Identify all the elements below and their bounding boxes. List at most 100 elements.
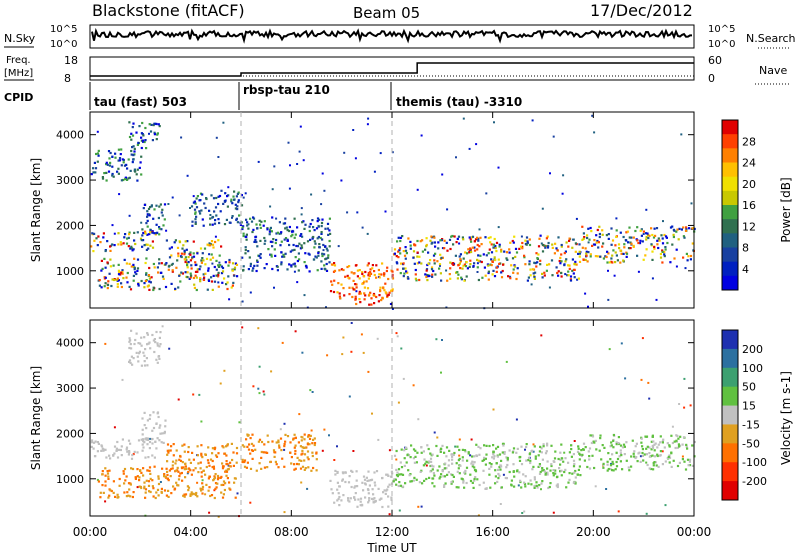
heatmap-cell — [217, 264, 220, 267]
heatmap-cell — [157, 355, 161, 358]
heatmap-cell — [577, 468, 580, 471]
heatmap-cell — [246, 461, 249, 464]
heatmap-cell — [160, 487, 163, 490]
heatmap-cell — [242, 196, 245, 199]
nsky-panel-frame — [89, 24, 695, 49]
heatmap-cell — [284, 237, 288, 240]
heatmap-cell — [481, 276, 484, 279]
heatmap-cell — [550, 463, 553, 466]
heatmap-cell — [591, 435, 595, 438]
heatmap-cell — [143, 360, 146, 363]
heatmap-cell — [366, 123, 369, 126]
time-tick-label: 16:00 — [475, 525, 510, 539]
heatmap-cell — [135, 131, 138, 134]
heatmap-cell — [413, 262, 416, 265]
heatmap-cell — [362, 351, 365, 354]
heatmap-cell — [147, 456, 150, 459]
heatmap-cell — [372, 498, 375, 501]
heatmap-cell — [166, 453, 169, 456]
heatmap-cell — [539, 263, 542, 266]
heatmap-cell — [194, 222, 197, 225]
heatmap-cell — [200, 209, 203, 212]
heatmap-cell — [673, 257, 676, 260]
heatmap-cell — [559, 262, 562, 265]
heatmap-cell — [458, 454, 461, 457]
heatmap-cell — [431, 275, 434, 278]
colorbar-tick-label: -200 — [742, 475, 767, 488]
heatmap-cell — [165, 239, 168, 242]
heatmap-cell — [371, 264, 374, 267]
heatmap-cell — [583, 459, 586, 462]
heatmap-cell — [352, 129, 355, 131]
heatmap-cell — [313, 229, 316, 232]
heatmap-cell — [300, 453, 303, 456]
heatmap-cell — [589, 434, 592, 437]
heatmap-cell — [151, 442, 154, 445]
heatmap-cell — [400, 466, 404, 469]
heatmap-cell — [546, 442, 549, 445]
heatmap-cell — [493, 237, 496, 241]
heatmap-cell — [170, 445, 173, 448]
heatmap-cell — [263, 466, 266, 469]
heatmap-cell — [492, 269, 495, 272]
heatmap-cell — [524, 475, 527, 478]
colorbar-tick-label: 8 — [742, 242, 749, 255]
time-tick-label: 20:00 — [576, 525, 611, 539]
heatmap-cell — [308, 225, 311, 228]
heatmap-cell — [146, 437, 149, 440]
heatmap-cell — [449, 267, 452, 270]
heatmap-cell — [146, 469, 149, 472]
heatmap-cell — [686, 458, 690, 461]
heatmap-cell — [283, 511, 286, 514]
heatmap-cell — [691, 444, 694, 447]
heatmap-cell — [276, 269, 279, 272]
heatmap-cell — [429, 457, 433, 460]
heatmap-cell — [234, 496, 237, 499]
nsearch-tick-bottom: 10^0 — [708, 39, 735, 50]
heatmap-cell — [104, 467, 107, 470]
heatmap-cell — [487, 252, 490, 255]
heatmap-cell — [465, 261, 468, 264]
heatmap-cell — [122, 277, 125, 280]
heatmap-cell — [230, 442, 233, 445]
heatmap-cell — [493, 455, 496, 458]
heatmap-cell — [300, 459, 303, 462]
velocity-heatmap-cells — [90, 322, 696, 518]
heatmap-cell — [114, 495, 117, 498]
heatmap-cell — [403, 254, 407, 257]
heatmap-cell — [515, 451, 518, 454]
heatmap-cell — [409, 244, 412, 247]
heatmap-cell — [473, 455, 476, 458]
colorbar-swatch — [722, 190, 738, 206]
heatmap-cell — [644, 254, 647, 257]
heatmap-cell — [309, 238, 312, 241]
heatmap-cell — [344, 471, 347, 474]
heatmap-cell — [440, 279, 443, 282]
heatmap-cell — [459, 260, 462, 263]
heatmap-cell — [430, 266, 434, 269]
heatmap-cell — [341, 471, 344, 474]
heatmap-cell — [527, 459, 530, 462]
heatmap-cell — [434, 245, 437, 248]
heatmap-cell — [462, 481, 465, 484]
heatmap-cell — [434, 252, 437, 255]
heatmap-cell — [136, 451, 139, 454]
heatmap-cell — [166, 473, 169, 477]
heatmap-cell — [559, 463, 562, 466]
heatmap-cell — [102, 236, 105, 239]
heatmap-cell — [145, 257, 148, 260]
heatmap-cell — [308, 443, 311, 446]
heatmap-cell — [220, 265, 223, 268]
heatmap-cell — [126, 281, 129, 284]
heatmap-cell — [448, 273, 451, 276]
heatmap-cell — [246, 445, 249, 448]
heatmap-cell — [364, 270, 367, 274]
heatmap-cell — [385, 269, 388, 273]
heatmap-cell — [452, 263, 455, 266]
heatmap-cell — [136, 267, 140, 270]
heatmap-cell — [394, 478, 397, 481]
heatmap-cell — [202, 259, 205, 262]
heatmap-cell — [313, 246, 316, 249]
heatmap-cell — [193, 286, 196, 289]
heatmap-cell — [366, 287, 370, 290]
